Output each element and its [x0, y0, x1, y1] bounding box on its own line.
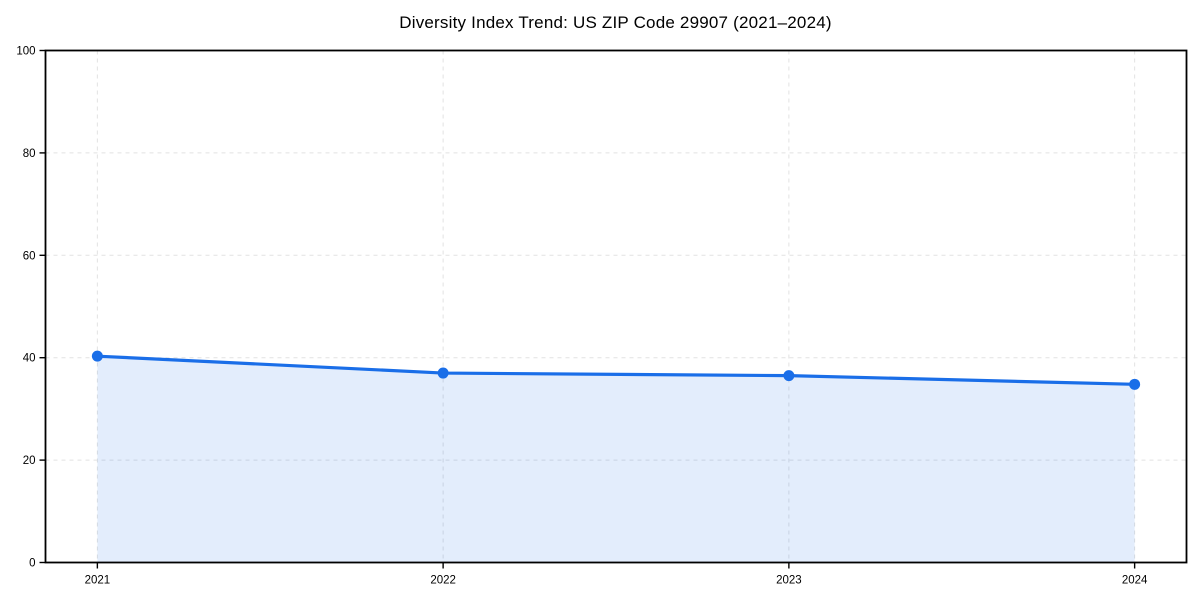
axis-spines [44, 49, 1188, 564]
x-tick-label: 2021 [85, 575, 111, 587]
x-tick-label: 2022 [430, 575, 456, 587]
grid-lines [45, 50, 1187, 563]
trend-line [95, 354, 1137, 386]
y-tick-label: 0 [29, 558, 35, 570]
x-tick-label: 2024 [1122, 575, 1148, 587]
data-point-2024 [1129, 378, 1141, 390]
y-tick-label: 60 [23, 250, 36, 262]
y-tick-label: 40 [23, 353, 36, 365]
data-points [91, 350, 1141, 390]
x-tick-label: 2023 [776, 575, 802, 587]
data-point-2023 [783, 370, 795, 382]
y-tick-label: 100 [16, 46, 35, 58]
y-tick-label: 20 [23, 455, 36, 467]
chart-title: Diversity Index Trend: US ZIP Code 29907… [399, 13, 832, 32]
y-tick-label: 80 [23, 148, 36, 160]
data-point-2021 [91, 350, 103, 362]
axis-ticks-and-labels: 0 20 40 60 80 100 2021 2022 2023 2024 [16, 46, 1148, 587]
data-point-2022 [437, 367, 449, 379]
area-fill [97, 356, 1135, 563]
